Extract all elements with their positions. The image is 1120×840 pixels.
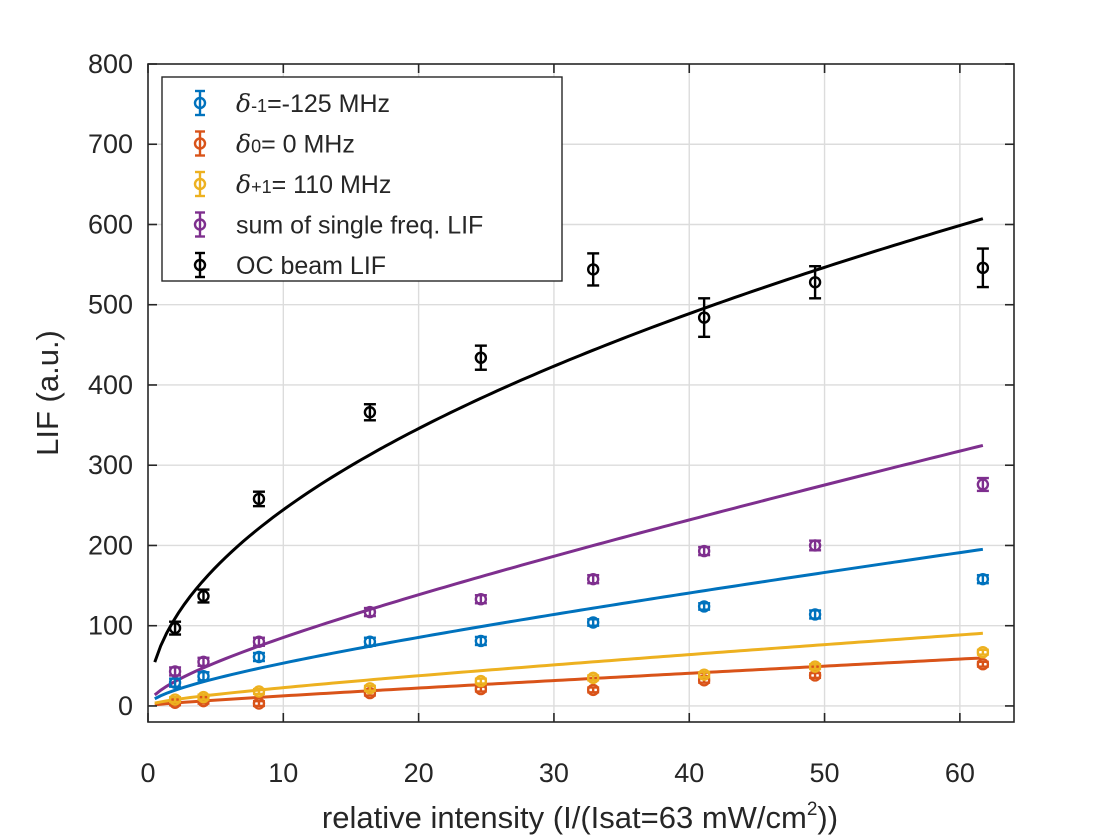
legend-label-1: δ0= 0 MHz	[236, 130, 355, 159]
y-tick-label: 300	[88, 450, 133, 480]
data-point-series-4	[808, 265, 822, 300]
y-axis-label: LIF (a.u.)	[30, 330, 65, 456]
data-point-series-2	[474, 674, 488, 688]
data-point-series-0	[197, 670, 210, 683]
fit-curve-series-2	[154, 631, 983, 705]
data-point-series-3	[697, 544, 711, 558]
data-point-series-2	[363, 682, 377, 695]
legend-item-0: δ-1=-125 MHz	[193, 89, 390, 118]
x-tick-label: 50	[810, 758, 840, 788]
legend-item-1: δ0= 0 MHz	[193, 130, 355, 159]
data-point-series-1	[252, 697, 266, 710]
y-tick-label: 500	[88, 290, 133, 320]
x-tick-label: 20	[404, 758, 434, 788]
data-point-series-2	[586, 671, 600, 685]
data-point-series-2	[697, 668, 711, 681]
y-tick-label: 0	[118, 691, 133, 721]
data-point-series-3	[197, 655, 210, 669]
fit-curve-series-1	[154, 656, 983, 707]
x-tick-label: 10	[268, 758, 298, 788]
data-point-series-0	[168, 676, 182, 689]
plot-frame	[147, 63, 1015, 723]
fit-curve-series-3	[153, 443, 984, 697]
data-point-series-4	[474, 344, 488, 371]
x-axis-label-main: relative intensity (I/(Isat=63 mW/cm	[322, 800, 807, 835]
data-point-series-3	[168, 665, 182, 678]
y-tick-label: 100	[88, 611, 133, 641]
data-point-series-4	[363, 403, 377, 422]
data-point-series-4	[168, 620, 182, 636]
x-axis-label: relative intensity (I/(Isat=63 mW/cm2))	[322, 799, 838, 835]
legend-label-2: δ+1= 110 MHz	[236, 170, 391, 199]
x-tick-label: 30	[539, 758, 569, 788]
data-point-series-0	[697, 600, 711, 613]
legend-label-3: sum of single freq. LIF	[236, 212, 483, 240]
fit-curve-series-0	[154, 547, 984, 701]
data-point-series-0	[252, 650, 266, 664]
x-tick-label: 60	[945, 758, 975, 788]
data-point-series-3	[586, 572, 600, 586]
x-axis-label-sup: 2	[807, 799, 818, 820]
data-point-series-4	[976, 247, 990, 289]
legend-label-4: OC beam LIF	[236, 252, 386, 280]
y-tick-label: 700	[88, 129, 133, 159]
y-tick-label: 800	[88, 49, 133, 79]
legend-item-2: δ+1= 110 MHz	[193, 170, 391, 199]
data-point-series-4	[252, 490, 266, 508]
data-point-series-4	[586, 252, 600, 287]
legend-item-4: OC beam LIF	[193, 251, 386, 280]
data-point-series-2	[168, 693, 182, 706]
data-points	[168, 247, 990, 710]
legend-item-3: sum of single freq. LIF	[193, 211, 483, 240]
y-tick-label: 600	[88, 209, 133, 239]
data-point-series-1	[976, 658, 990, 671]
data-point-series-4	[697, 297, 711, 339]
x-tick-label: 0	[140, 758, 155, 788]
data-point-series-2	[252, 685, 266, 698]
fit-curve-series-4	[153, 217, 984, 663]
data-point-series-1	[586, 683, 600, 697]
legend: δ-1=-125 MHz δ0= 0 MHz δ+1= 110 MHz sum of …	[161, 76, 563, 282]
data-point-series-3	[976, 476, 990, 493]
fit-curves	[153, 217, 984, 707]
legend-label-0: δ-1=-125 MHz	[236, 89, 390, 118]
data-point-series-0	[363, 635, 377, 648]
data-point-series-3	[808, 539, 822, 552]
data-point-series-2	[197, 690, 210, 704]
data-point-series-0	[808, 608, 822, 621]
data-point-series-2	[808, 660, 822, 673]
x-axis-label-end: ))	[817, 800, 838, 835]
data-point-series-3	[363, 605, 377, 619]
x-tick-label: 40	[674, 758, 704, 788]
data-point-series-4	[197, 588, 210, 604]
data-point-series-3	[474, 593, 488, 606]
data-point-series-2	[976, 645, 990, 659]
y-tick-label: 200	[88, 530, 133, 560]
data-point-series-3	[252, 635, 266, 648]
legend-box	[161, 76, 563, 282]
data-point-series-0	[474, 634, 488, 648]
data-point-series-0	[586, 616, 600, 629]
y-tick-label: 400	[88, 370, 133, 400]
data-point-series-0	[976, 572, 990, 586]
